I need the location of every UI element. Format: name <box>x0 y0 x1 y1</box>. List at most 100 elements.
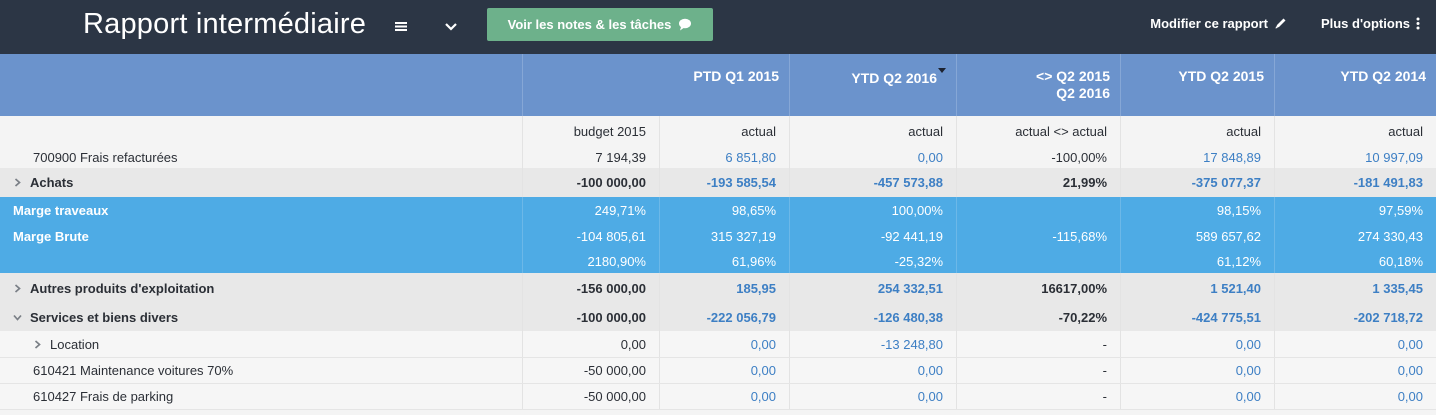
table-cell: 61,96% <box>659 249 789 273</box>
sort-caret-icon <box>938 68 946 73</box>
table-cell: -104 805,61 <box>522 223 659 249</box>
table-cell: -50 000,00 <box>522 384 659 409</box>
row-label: 610421 Maintenance voitures 70% <box>33 363 234 378</box>
table-cell-link[interactable]: -202 718,72 <box>1274 303 1436 331</box>
table-cell-link[interactable]: 0,00 <box>659 358 789 383</box>
table-cell: 21,99% <box>956 168 1120 197</box>
table-cell-link[interactable]: 0,00 <box>1274 331 1436 357</box>
column-header-label-line2: Q2 2016 <box>1056 85 1110 101</box>
row-label-group[interactable]: Autres produits d'exploitation <box>13 273 214 303</box>
column-header-ytd-q2-2016[interactable]: YTD Q2 2016 <box>789 54 956 116</box>
table-cell-link[interactable]: -126 480,38 <box>789 303 956 331</box>
table-cell-link[interactable]: 1 521,40 <box>1120 273 1274 303</box>
subheader-cell: budget 2015 <box>522 116 659 146</box>
table-cell: -115,68% <box>956 223 1120 249</box>
table-row[interactable]: 610427 Frais de parking -50 000,00 0,00 … <box>0 384 1436 410</box>
subheader-row: budget 2015 actual actual actual <> actu… <box>0 116 1436 146</box>
table-cell-link[interactable]: 0,00 <box>659 331 789 357</box>
table-cell-link[interactable]: 0,00 <box>1120 331 1274 357</box>
row-label-group[interactable]: Services et biens divers <box>13 303 178 331</box>
table-cell-link[interactable]: 0,00 <box>789 384 956 409</box>
subheader-cell: actual <box>1274 116 1436 146</box>
more-options-label: Plus d'options <box>1320 16 1410 31</box>
table-cell: 97,59% <box>1274 197 1436 223</box>
table-cell-link[interactable]: 0,00 <box>1274 384 1436 409</box>
table-cell-link[interactable]: 17 848,89 <box>1120 146 1274 168</box>
table-row[interactable]: 700900 Frais refacturées 7 194,39 6 851,… <box>0 146 1436 168</box>
table-cell-link[interactable]: -222 056,79 <box>659 303 789 331</box>
table-cell: - <box>956 331 1120 357</box>
table-cell: 16617,00% <box>956 273 1120 303</box>
row-label: Achats <box>30 175 74 190</box>
table-cell-link[interactable]: 185,95 <box>659 273 789 303</box>
row-label: Location <box>50 336 100 352</box>
row-label: Marge traveaux <box>13 202 109 218</box>
table-cell-link[interactable]: 1 335,45 <box>1274 273 1436 303</box>
column-header-label: PTD Q1 2015 <box>693 68 779 84</box>
comment-icon <box>679 18 692 31</box>
table-cell: -100 000,00 <box>522 168 659 197</box>
column-header-ytd-q2-2014[interactable]: YTD Q2 2014 <box>1274 54 1436 116</box>
edit-report-label: Modifier ce rapport <box>1150 16 1268 31</box>
chevron-down-icon[interactable] <box>443 18 459 34</box>
table-row[interactable]: 610421 Maintenance voitures 70% -50 000,… <box>0 358 1436 384</box>
table-cell-link[interactable]: 0,00 <box>1120 358 1274 383</box>
table-cell-link[interactable]: 0,00 <box>789 146 956 168</box>
table-cell: -100,00% <box>956 146 1120 168</box>
table-row-group[interactable]: Achats -100 000,00 -193 585,54 -457 573,… <box>0 168 1436 197</box>
row-label-group[interactable]: Achats <box>13 168 73 197</box>
list-menu-icon[interactable] <box>393 18 409 34</box>
table-cell-link[interactable]: -13 248,80 <box>789 331 956 357</box>
row-label: Services et biens divers <box>30 309 179 325</box>
subheader-cell: actual <box>1120 116 1274 146</box>
table-cell-link[interactable]: 0,00 <box>1274 358 1436 383</box>
table-cell: 98,15% <box>1120 197 1274 223</box>
table-cell: 60,18% <box>1274 249 1436 273</box>
table-cell-link[interactable]: 6 851,80 <box>659 146 789 168</box>
table-row-highlight: Marge Brute -104 805,61 315 327,19 -92 4… <box>0 223 1436 249</box>
chevron-down-icon <box>13 314 22 321</box>
subheader-cell: actual <> actual <box>956 116 1120 146</box>
column-header-label: YTD Q2 2014 <box>1340 68 1426 84</box>
top-bar: Rapport intermédiaire Voir les notes & l… <box>0 0 1436 54</box>
table-row-group[interactable]: Autres produits d'exploitation -156 000,… <box>0 273 1436 303</box>
column-header-band <box>0 54 1436 116</box>
table-cell: 100,00% <box>789 197 956 223</box>
column-header-compare[interactable]: <> Q2 2015 Q2 2016 <box>956 54 1120 116</box>
table-cell: -156 000,00 <box>522 273 659 303</box>
table-cell-link[interactable]: 10 997,09 <box>1274 146 1436 168</box>
more-options-link[interactable]: Plus d'options <box>1321 16 1420 31</box>
table-cell: 0,00 <box>522 331 659 357</box>
column-header-ptd-q1-2015[interactable]: PTD Q1 2015 <box>522 54 789 116</box>
view-notes-tasks-button[interactable]: Voir les notes & les tâches <box>487 8 713 41</box>
edit-report-link[interactable]: Modifier ce rapport <box>1150 16 1287 31</box>
table-cell <box>956 249 1120 273</box>
table-cell-link[interactable]: -424 775,51 <box>1120 303 1274 331</box>
table-cell-link[interactable]: -457 573,88 <box>789 168 956 197</box>
chevron-right-icon <box>34 339 41 349</box>
row-label: Marge Brute <box>13 228 89 244</box>
table-cell-link[interactable]: 0,00 <box>659 384 789 409</box>
column-header-ytd-q2-2015[interactable]: YTD Q2 2015 <box>1120 54 1274 116</box>
table-cell: -92 441,19 <box>789 223 956 249</box>
table-cell: 98,65% <box>659 197 789 223</box>
table-cell: 249,71% <box>522 197 659 223</box>
column-header-label: YTD Q2 2016 <box>851 70 937 86</box>
table-cell: - <box>956 358 1120 383</box>
table-row[interactable]: Location 0,00 0,00 -13 248,80 - 0,00 0,0… <box>0 331 1436 358</box>
row-label-group[interactable]: Location <box>33 331 99 357</box>
column-header-label: <> Q2 2015 <box>1036 68 1110 84</box>
table-cell-link[interactable]: 0,00 <box>1120 384 1274 409</box>
table-row-group[interactable]: Services et biens divers -100 000,00 -22… <box>0 303 1436 331</box>
page-title: Rapport intermédiaire <box>83 8 367 40</box>
table-cell: -100 000,00 <box>522 303 659 331</box>
table-cell-link[interactable]: -181 491,83 <box>1274 168 1436 197</box>
table-row-highlight: Marge traveaux 249,71% 98,65% 100,00% 98… <box>0 197 1436 223</box>
table-cell-link[interactable]: -375 077,37 <box>1120 168 1274 197</box>
table-cell-link[interactable]: 0,00 <box>789 358 956 383</box>
table-cell-link[interactable]: 254 332,51 <box>789 273 956 303</box>
table-cell: 274 330,43 <box>1274 223 1436 249</box>
table-cell: -50 000,00 <box>522 358 659 383</box>
table-cell <box>956 197 1120 223</box>
table-cell-link[interactable]: -193 585,54 <box>659 168 789 197</box>
